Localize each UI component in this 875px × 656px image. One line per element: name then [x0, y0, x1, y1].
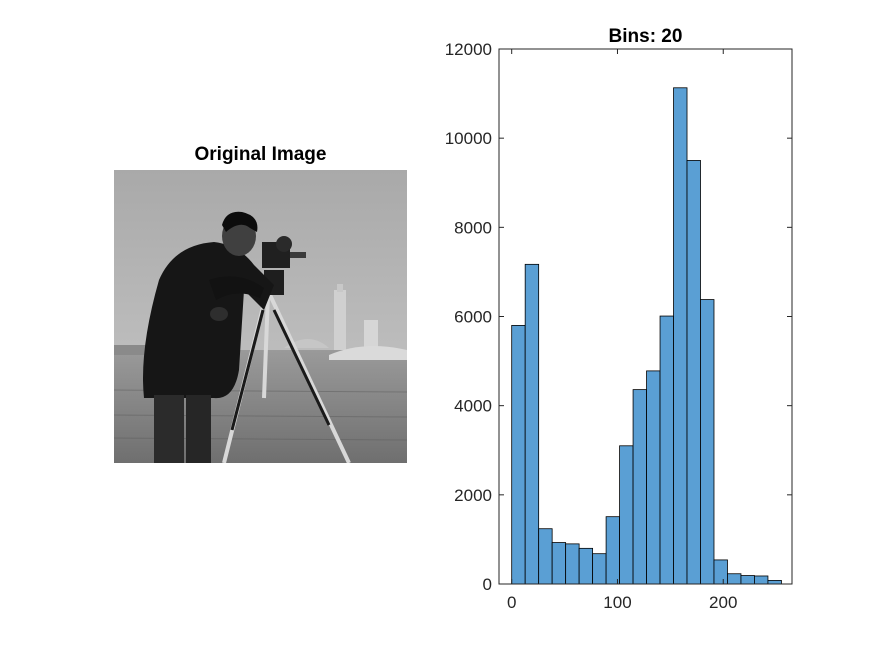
- histogram-bar: [754, 575, 769, 585]
- histogram-bar: [673, 87, 688, 585]
- x-tick-label: 100: [603, 593, 631, 612]
- y-tick-label: 8000: [454, 218, 492, 237]
- histogram-bar: [619, 445, 634, 585]
- photo-cameraman-icon: [113, 170, 408, 464]
- histogram-bar: [713, 559, 728, 585]
- y-tick-label: 10000: [445, 129, 492, 148]
- histogram-bar: [646, 370, 661, 585]
- original-image: [113, 170, 408, 464]
- histogram-bar: [511, 325, 526, 585]
- y-tick-label: 12000: [445, 40, 492, 59]
- y-tick-label: 6000: [454, 308, 492, 327]
- histogram-bars: [511, 87, 782, 585]
- image-title: Original Image: [194, 144, 327, 165]
- x-tick-label: 0: [507, 593, 516, 612]
- y-axis-ticks: 0 2000 4000 6000 8000 10000 12000: [445, 40, 792, 594]
- histogram-bar: [578, 547, 594, 585]
- histogram-bar: [767, 580, 782, 585]
- histogram-bar: [740, 575, 755, 585]
- histogram-bar: [659, 315, 674, 585]
- histogram-bar: [686, 160, 701, 585]
- y-tick-label: 4000: [454, 397, 492, 416]
- y-tick-label: 2000: [454, 486, 492, 505]
- histogram-bar: [551, 542, 567, 585]
- x-axis-ticks: 0 100 200: [507, 49, 737, 612]
- histogram-bar: [538, 528, 553, 585]
- chart-title: Bins: 20: [609, 26, 683, 47]
- histogram-bar: [632, 389, 647, 585]
- histogram-bar: [727, 573, 742, 585]
- histogram-bar: [565, 543, 580, 585]
- y-tick-label: 0: [483, 575, 492, 594]
- x-tick-label: 200: [709, 593, 737, 612]
- histogram-bar: [700, 299, 715, 585]
- histogram-bar: [592, 553, 607, 585]
- histogram-bar: [524, 263, 540, 585]
- histogram-bar: [605, 516, 620, 585]
